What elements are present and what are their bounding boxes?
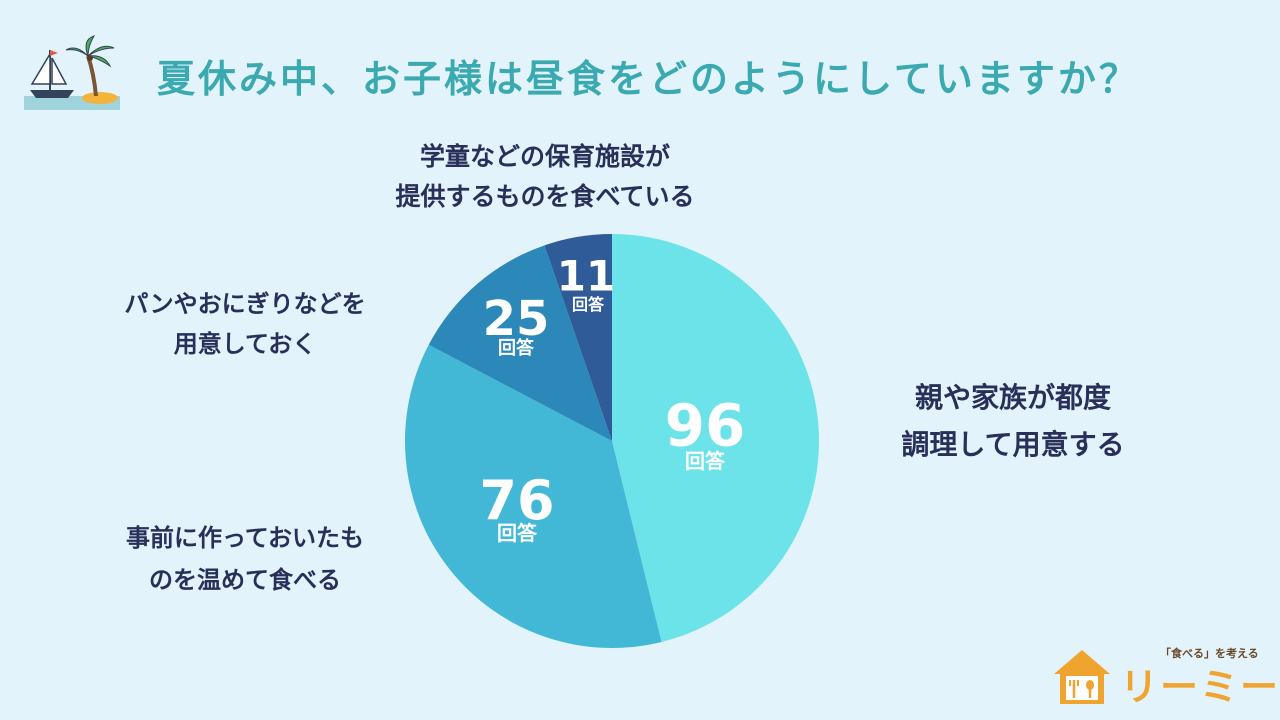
slice-label-jizen: 事前に作っておいたも のを温めて食べる xyxy=(90,517,400,601)
slice-label-line: 親や家族が都度 xyxy=(914,381,1111,414)
pie-slice-oya xyxy=(612,234,820,642)
house-fork-spoon-icon xyxy=(1054,650,1110,704)
slice-label-line: 用意しておく xyxy=(173,330,317,358)
logo-tagline: 「食べる」を考える xyxy=(1160,647,1259,660)
slice-value-pan: 25 xyxy=(483,291,550,347)
slice-value-gakudo: 11 xyxy=(557,252,615,301)
slice-value-oya: 96 xyxy=(665,391,746,459)
logo-name: リーミー xyxy=(1120,665,1280,709)
slice-label-oya: 親や家族が都度 調理して用意する xyxy=(868,374,1158,468)
slice-label-line: 提供するものを食べている xyxy=(395,182,695,211)
slice-unit-gakudo: 回答 xyxy=(572,295,605,314)
slice-unit-pan: 回答 xyxy=(498,337,535,359)
slice-label-line: のを温めて食べる xyxy=(149,566,341,594)
slice-label-line: 調理して用意する xyxy=(901,428,1125,461)
pie-slice-gakudo xyxy=(544,234,612,441)
slice-unit-oya: 回答 xyxy=(685,449,726,473)
slice-label-gakudo: 学童などの保育施設が 提供するものを食べている xyxy=(395,137,695,217)
pie-slice-jizen xyxy=(405,344,662,648)
slice-label-line: 学童などの保育施設が xyxy=(419,142,670,171)
pie-slice-pan xyxy=(428,245,612,441)
slice-unit-jizen: 回答 xyxy=(497,521,538,545)
slice-value-jizen: 76 xyxy=(479,469,554,532)
slice-label-pan: パンやおにぎりなどを 用意しておく xyxy=(90,284,400,364)
slice-label-line: 事前に作っておいたも xyxy=(125,524,365,552)
island-sailboat-icon xyxy=(24,35,120,110)
slice-label-line: パンやおにぎりなどを xyxy=(124,290,366,318)
page-title: 夏休み中、お子様は昼食をどのようにしていますか？ xyxy=(157,57,1140,101)
